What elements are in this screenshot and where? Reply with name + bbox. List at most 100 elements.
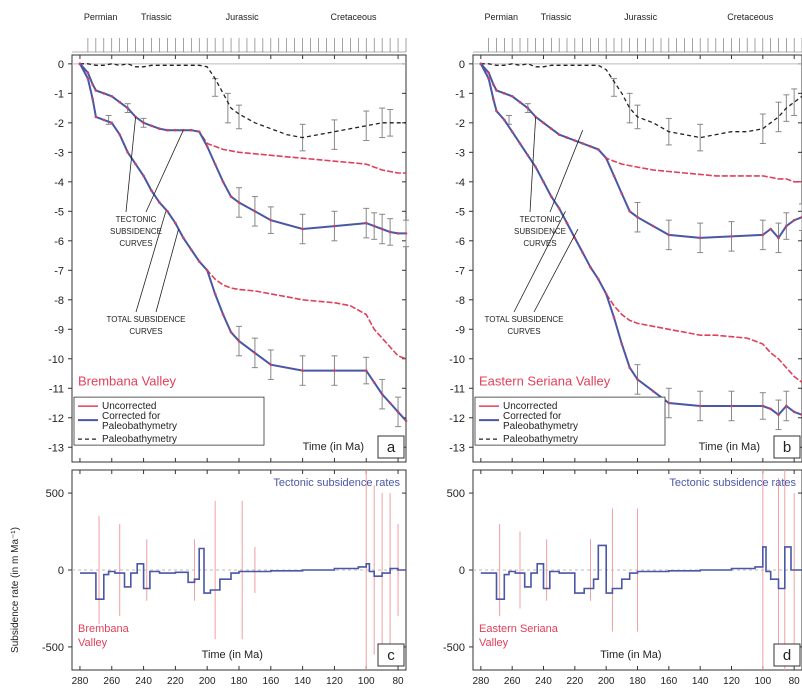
data-point: [269, 363, 273, 366]
x-tick-label: 260: [103, 676, 120, 687]
data-point: [503, 118, 506, 122]
legend-paleobathymetry: Paleobathymetry: [102, 434, 177, 445]
data-point: [581, 251, 584, 254]
region-label-1: Eastern Seriana: [479, 623, 559, 635]
panel-letter: b: [783, 439, 791, 456]
data-point: [510, 130, 514, 133]
y-tick-label: -6: [455, 236, 465, 248]
data-point: [651, 224, 655, 228]
data-point: [364, 369, 368, 372]
data-point: [557, 133, 561, 136]
data-point: [667, 233, 671, 237]
panel-letter-box: [377, 643, 405, 667]
y-tick-label: -7: [54, 265, 64, 277]
x-tick-label: 80: [392, 676, 404, 687]
data-point: [510, 94, 514, 98]
data-point: [769, 407, 772, 411]
data-point: [792, 218, 796, 222]
y-tick-label: -4: [54, 177, 64, 189]
data-point: [628, 366, 631, 369]
x-tick-label: 120: [723, 676, 740, 687]
data-point: [174, 221, 177, 225]
x-tick-label: 280: [72, 676, 89, 687]
data-point: [134, 162, 137, 166]
data-point: [221, 180, 225, 184]
y-tick-label: -3: [455, 147, 465, 159]
data-point: [221, 313, 225, 316]
data-point: [526, 106, 530, 110]
data-point: [150, 124, 153, 128]
x-tick-label: 240: [535, 676, 552, 687]
period-label: Triassic: [141, 12, 172, 22]
x-tick-label: 160: [262, 676, 279, 687]
period-label: Cretaceous: [727, 12, 774, 22]
data-point: [612, 174, 616, 178]
period-label: Triassic: [541, 12, 572, 22]
data-point: [166, 128, 169, 132]
data-point: [518, 100, 522, 104]
data-point: [604, 156, 608, 160]
data-point: [785, 224, 788, 228]
region-label-2: Valley: [479, 637, 509, 649]
data-point: [333, 224, 336, 228]
data-point: [388, 230, 392, 234]
x-tick-label: 200: [199, 676, 216, 687]
data-point: [761, 233, 765, 237]
panel-letter-box: [773, 643, 801, 667]
tectonic-annotation: CURVES: [119, 239, 152, 248]
period-label: Jurassic: [226, 12, 260, 22]
y-tick-label: -10: [449, 354, 465, 366]
total-annotation: CURVES: [507, 327, 540, 336]
corrected-line: [79, 63, 407, 422]
data-point: [581, 142, 584, 145]
data-point: [651, 389, 655, 393]
data-point: [269, 218, 273, 222]
data-point: [479, 62, 483, 66]
data-point: [118, 133, 122, 136]
panel-d: 500 0 -500 280 260 240 220 200 180 160 140 120 100 80…: [443, 469, 802, 687]
data-point: [777, 413, 780, 417]
data-point: [589, 145, 592, 148]
x-tick-label: 200: [598, 676, 615, 687]
data-point: [94, 115, 98, 119]
data-point: [229, 195, 233, 198]
data-point: [253, 210, 257, 213]
legend-corrected-2: Paleobathymetry: [102, 421, 177, 432]
data-point: [213, 162, 217, 166]
leader-line: [529, 116, 537, 213]
x-tick-label: 160: [660, 676, 677, 687]
data-point: [495, 89, 498, 92]
data-point: [372, 224, 376, 228]
data-point: [628, 210, 631, 213]
x-tick-label: 120: [326, 676, 343, 687]
data-point: [372, 381, 376, 384]
y-tick-label: -500: [443, 642, 465, 654]
y-tick-label: -11: [450, 383, 465, 395]
data-point: [565, 136, 569, 139]
data-point: [229, 330, 233, 334]
period-label: Cretaceous: [330, 12, 377, 22]
corrected-line: [480, 63, 802, 240]
data-point: [518, 142, 522, 145]
time-label: Time (in Ma): [202, 649, 263, 661]
data-point: [142, 174, 145, 178]
data-point: [158, 127, 161, 131]
tectonic-annotation: CURVES: [523, 239, 556, 248]
data-point: [205, 268, 209, 272]
data-point: [86, 71, 90, 74]
total-annotation: TOTAL SUBSIDENCE: [107, 315, 186, 324]
data-point: [604, 292, 608, 296]
x-tick-label: 140: [692, 676, 709, 687]
data-point: [86, 77, 90, 80]
rates-title: Tectonic subsidence rates: [273, 477, 400, 489]
data-point: [730, 404, 733, 408]
x-tick-label: 100: [754, 676, 771, 687]
panel-letter-box: [773, 435, 801, 459]
data-point: [612, 316, 616, 319]
data-point: [698, 236, 702, 240]
x-tick-label: 280: [472, 676, 489, 687]
data-point: [550, 195, 553, 198]
data-point: [126, 106, 129, 110]
y-tick-label: -9: [455, 324, 465, 336]
y-tick-label: -1: [54, 88, 64, 100]
